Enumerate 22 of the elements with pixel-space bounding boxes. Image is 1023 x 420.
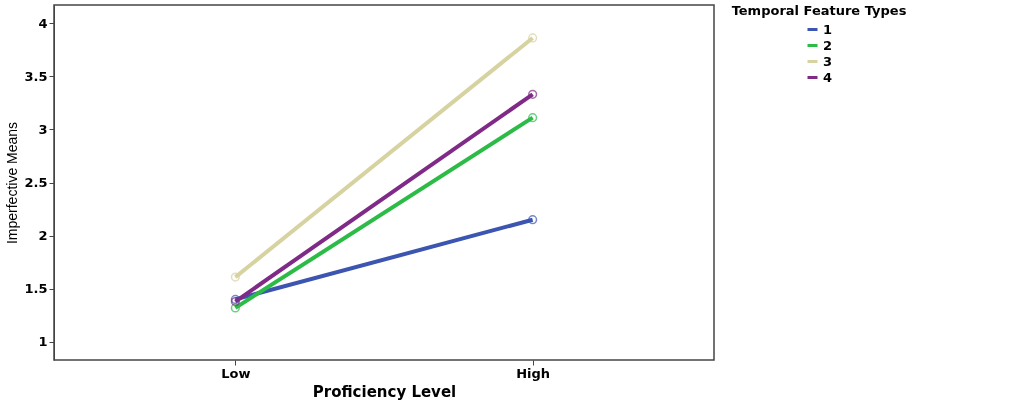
legend-label: 1 [823, 21, 833, 37]
y-tick-label: 3.5 [24, 68, 48, 84]
y-tick-label: 2.5 [24, 175, 48, 190]
y-tick-label: 2 [38, 228, 48, 244]
point [528, 89, 538, 99]
y-axis-title: Imperfective Means [4, 121, 21, 245]
legend-label: 3 [823, 53, 833, 69]
point [230, 303, 240, 313]
x-axis-title: Proficiency Level [312, 382, 457, 401]
point [528, 33, 538, 43]
x-tick-label: Low [221, 365, 251, 381]
legend-label: 2 [823, 37, 833, 53]
y-tick-label: 4 [38, 15, 48, 31]
point [528, 113, 538, 123]
legend-label: 4 [823, 69, 833, 85]
y-tick-label: 3 [38, 121, 48, 137]
legend-title: Temporal Feature Types [731, 3, 907, 18]
y-tick-label: 1.5 [24, 281, 48, 297]
point [230, 272, 240, 282]
point [528, 215, 538, 225]
y-tick-label: 1 [38, 334, 48, 350]
x-tick-label: High [516, 365, 551, 381]
